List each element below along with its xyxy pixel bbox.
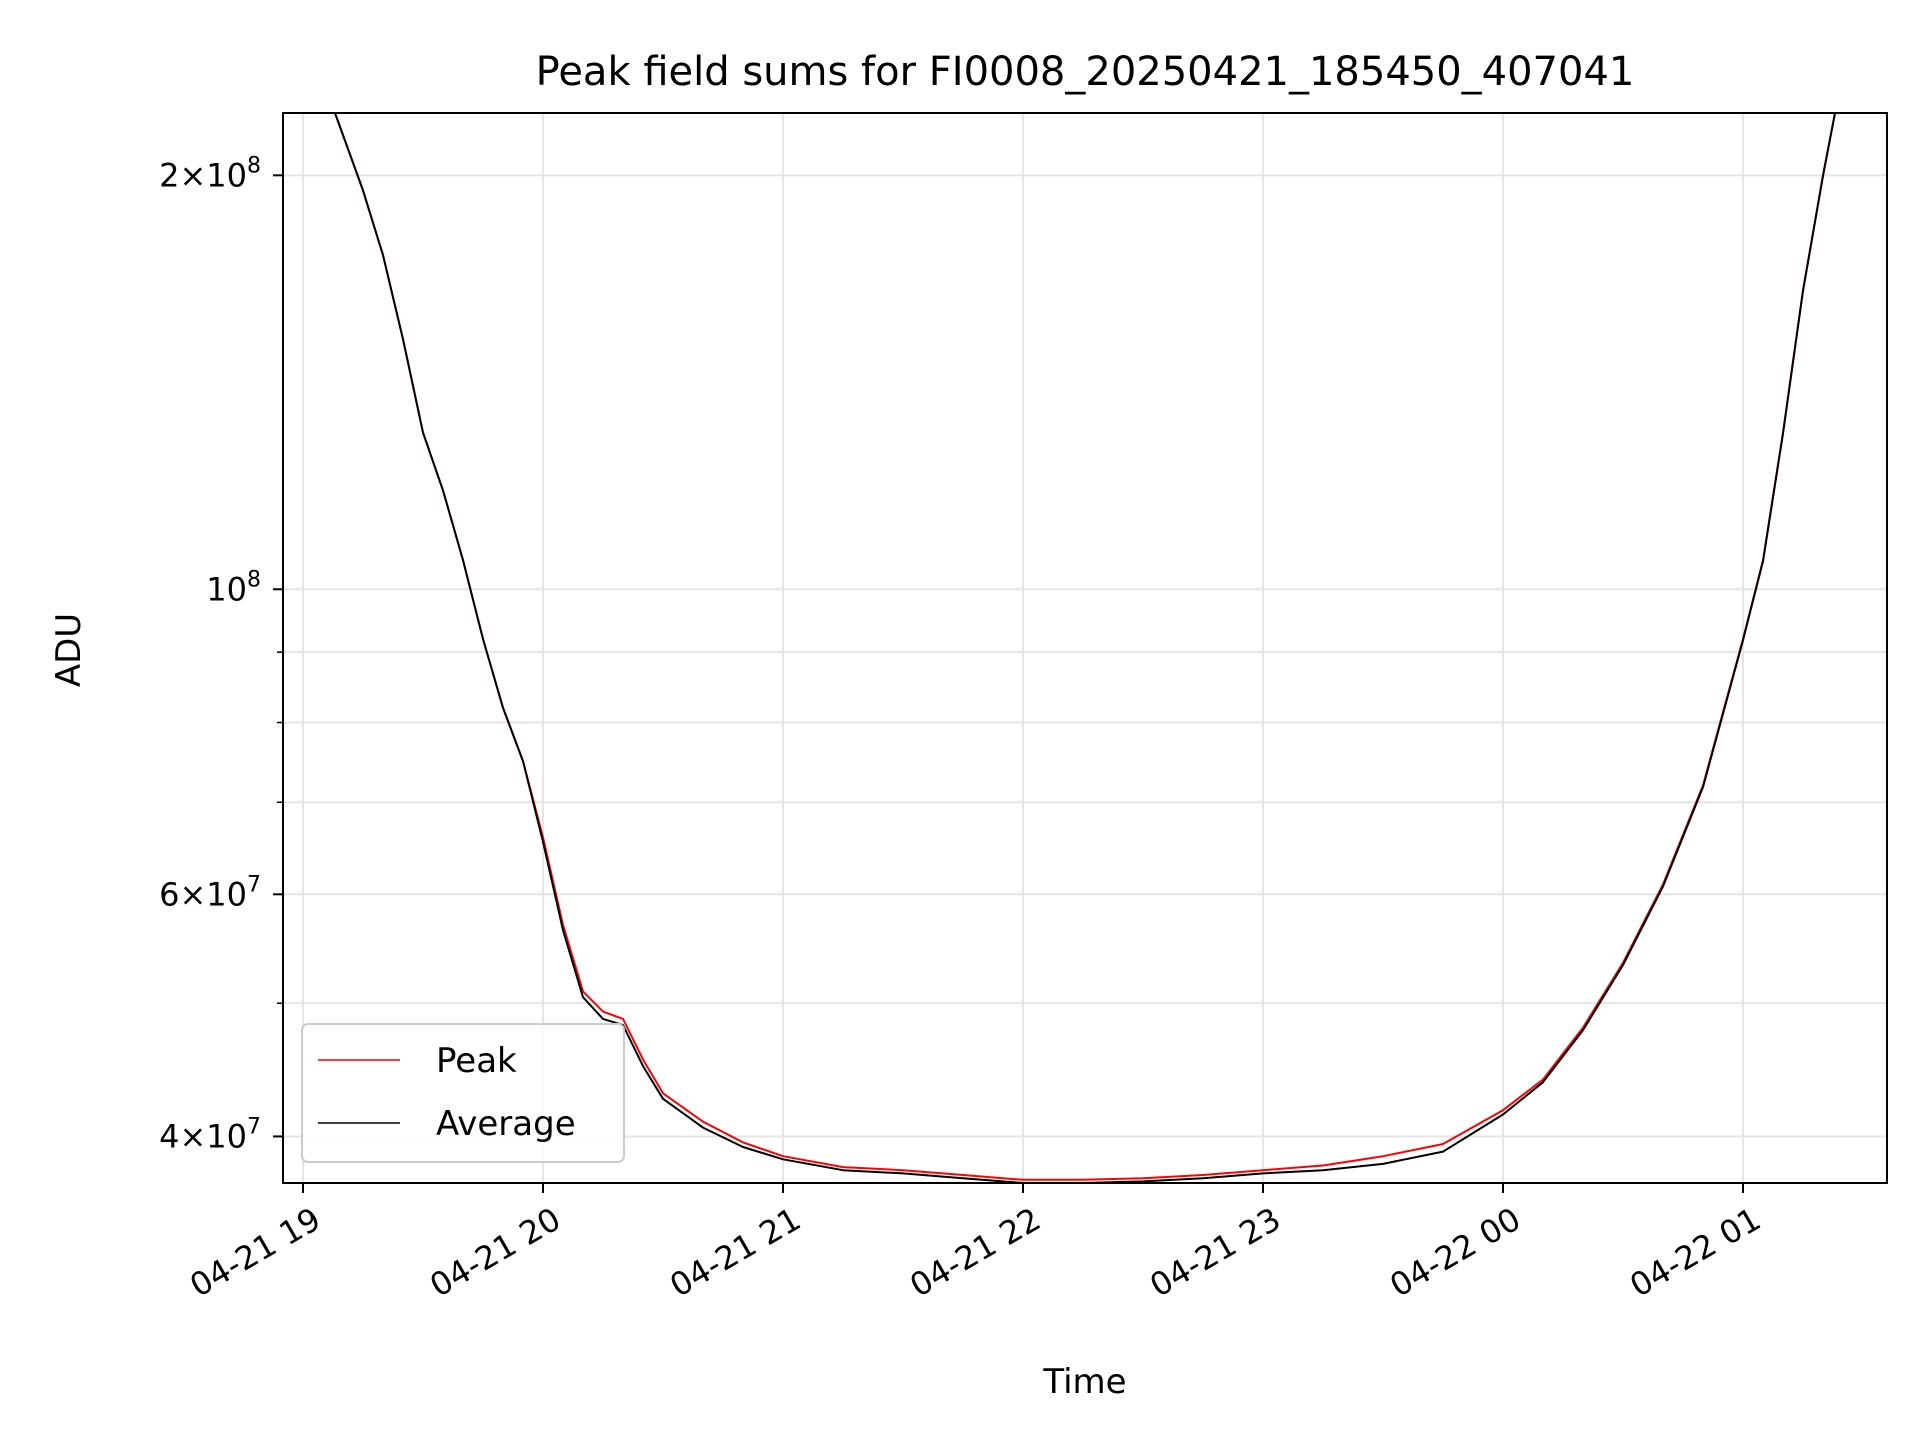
- x-axis-label: Time: [1042, 1362, 1126, 1402]
- y-tick-label: 2×108: [159, 153, 261, 194]
- plot-frame: [282, 112, 1888, 1184]
- legend: Peak Average: [301, 1023, 625, 1163]
- chart-title: Peak field sums for FI0008_20250421_1854…: [536, 49, 1635, 95]
- y-tick-label: 108: [206, 567, 261, 608]
- series-line-average: [334, 113, 1836, 1183]
- legend-label-average: Average: [436, 1104, 576, 1144]
- legend-box: [301, 1023, 625, 1163]
- y-tick-label: 6×107: [159, 872, 261, 913]
- y-tick-label: 4×107: [159, 1114, 261, 1155]
- legend-label-peak: Peak: [436, 1041, 517, 1081]
- y-axis-label: ADU: [49, 613, 89, 687]
- series-layer: [334, 113, 1836, 1183]
